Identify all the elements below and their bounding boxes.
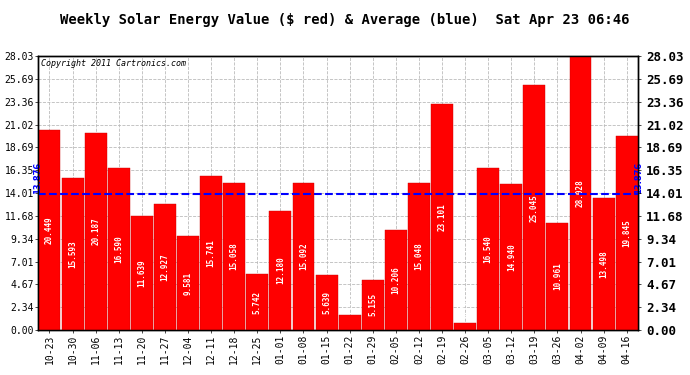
Text: 16.590: 16.590: [115, 235, 124, 263]
Bar: [546, 223, 569, 330]
Text: 15.741: 15.741: [206, 239, 215, 267]
Bar: [524, 86, 545, 330]
Text: 20.187: 20.187: [91, 217, 100, 245]
Text: 14.940: 14.940: [506, 243, 515, 271]
Bar: [454, 323, 476, 330]
Bar: [61, 178, 83, 330]
Bar: [569, 56, 591, 330]
Text: 10.206: 10.206: [391, 266, 400, 294]
Bar: [200, 176, 222, 330]
Text: 15.593: 15.593: [68, 240, 77, 268]
Text: 12.927: 12.927: [161, 253, 170, 281]
Bar: [293, 183, 315, 330]
Text: 1.577: 1.577: [345, 286, 354, 310]
Bar: [593, 198, 615, 330]
Text: 15.058: 15.058: [230, 243, 239, 270]
Bar: [385, 230, 407, 330]
Text: 5.742: 5.742: [253, 290, 262, 314]
Text: 5.639: 5.639: [322, 291, 331, 314]
Bar: [108, 168, 130, 330]
Text: 12.180: 12.180: [276, 256, 285, 284]
Text: 28.028: 28.028: [576, 179, 585, 207]
Bar: [431, 104, 453, 330]
Text: 13.498: 13.498: [599, 250, 608, 278]
Bar: [477, 168, 499, 330]
Text: 10.961: 10.961: [553, 262, 562, 290]
Bar: [224, 183, 245, 330]
Bar: [362, 280, 384, 330]
Bar: [339, 315, 361, 330]
Bar: [39, 130, 61, 330]
Bar: [408, 183, 430, 330]
Text: 23.101: 23.101: [437, 203, 446, 231]
Bar: [315, 275, 337, 330]
Text: 15.048: 15.048: [415, 243, 424, 270]
Bar: [131, 216, 152, 330]
Text: 16.540: 16.540: [484, 236, 493, 263]
Text: 11.639: 11.639: [137, 259, 146, 287]
Bar: [177, 236, 199, 330]
Text: 9.581: 9.581: [184, 272, 193, 295]
Text: Copyright 2011 Cartronics.com: Copyright 2011 Cartronics.com: [41, 59, 186, 68]
Text: 13.876: 13.876: [33, 162, 43, 195]
Text: 25.045: 25.045: [530, 194, 539, 222]
Text: 20.449: 20.449: [45, 216, 54, 244]
Bar: [500, 184, 522, 330]
Bar: [615, 136, 638, 330]
Bar: [85, 133, 107, 330]
Text: 19.845: 19.845: [622, 219, 631, 247]
Bar: [269, 211, 291, 330]
Text: 15.092: 15.092: [299, 242, 308, 270]
Bar: [246, 274, 268, 330]
Text: 5.155: 5.155: [368, 293, 377, 316]
Bar: [154, 204, 176, 330]
Text: Weekly Solar Energy Value ($ red) & Average (blue)  Sat Apr 23 06:46: Weekly Solar Energy Value ($ red) & Aver…: [60, 13, 630, 27]
Text: 13.876: 13.876: [633, 162, 643, 195]
Text: 0.707: 0.707: [461, 295, 470, 318]
